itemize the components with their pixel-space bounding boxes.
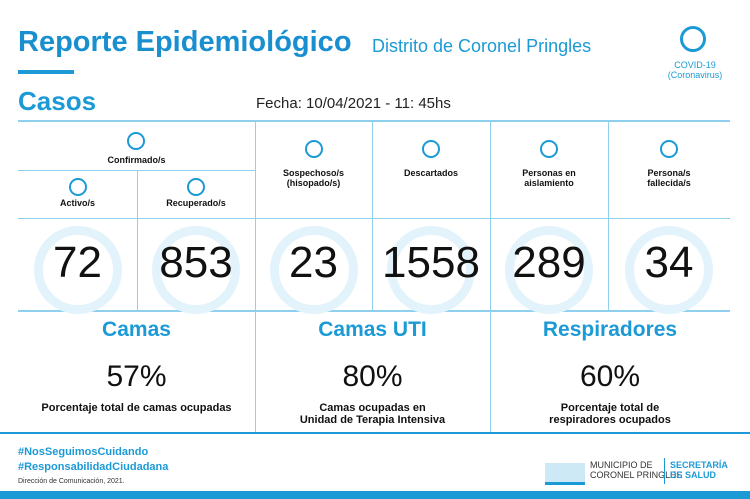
divider (0, 432, 750, 434)
grid-line (18, 120, 730, 122)
column-label: Personas en aislamiento (522, 168, 576, 188)
grid-line (490, 120, 491, 432)
case-count: 853 (159, 238, 233, 287)
grid-line (18, 218, 730, 219)
column-label: Persona/s fallecida/s (647, 168, 691, 188)
icon (187, 178, 205, 196)
panel-value: 60% (579, 360, 641, 393)
column-label: Recuperado/s (166, 198, 226, 208)
grid-line (18, 310, 730, 312)
panel-title: Respiradores (542, 318, 678, 341)
logo (545, 450, 585, 485)
hashtag: #ResponsabilidadCiudadana (18, 461, 169, 473)
title: Reporte Epidemiológico (18, 26, 352, 58)
panel-caption: Porcentaje total de respiradores ocupado… (549, 402, 671, 426)
case-count: 34 (644, 238, 694, 287)
hashtag: #NosSeguimosCuidando (18, 446, 149, 458)
grid-line (608, 120, 609, 310)
badge: COVID-19 (Coronavirus) (667, 60, 723, 80)
column-label: Activo/s (59, 198, 95, 208)
watermark (387, 226, 475, 314)
org: MUNICIPIO DE CORONEL PRINGLES (590, 460, 683, 480)
credit: Dirección de Comunicación, 2021. (18, 478, 125, 485)
watermark (269, 226, 358, 314)
icon (422, 140, 440, 158)
column-label: Descartados (403, 168, 459, 178)
panel-title: Camas (102, 318, 171, 341)
covid-icon (680, 26, 706, 52)
grid-line (255, 120, 256, 432)
cases-title: Casos (18, 86, 97, 116)
icon (68, 178, 87, 196)
case-count: 289 (512, 238, 586, 287)
column-label: Sospechoso/s (hisopado/s) (282, 168, 345, 188)
icon (660, 140, 678, 158)
icon (540, 140, 558, 158)
underline (18, 70, 74, 74)
subtitle: Distrito de Coronel Pringles (372, 36, 592, 56)
panel-title: Camas UTI (318, 318, 427, 341)
panel-value: 57% (106, 360, 167, 393)
icon (304, 140, 323, 158)
case-count: 1558 (382, 238, 480, 287)
date: Fecha: 10/04/2021 - 11: 45hs (256, 95, 451, 112)
case-count: 72 (53, 238, 102, 287)
bottom-bar (0, 491, 750, 499)
panel-value: 80% (342, 360, 403, 393)
panel-caption: Camas ocupadas en Unidad de Terapia Inte… (299, 402, 446, 426)
grid-line (18, 170, 255, 171)
watermark (625, 226, 713, 314)
separator (664, 458, 665, 484)
watermark (505, 226, 593, 314)
dept: SECRETARÍA DE SALUD (670, 460, 728, 480)
icon (127, 132, 145, 150)
panel-caption: Porcentaje total de camas ocupadas (41, 402, 232, 414)
grid-line (372, 120, 373, 310)
case-count: 23 (289, 238, 338, 287)
group-label: Confirmado/s (107, 155, 166, 165)
watermark (33, 226, 122, 314)
grid-line (137, 170, 138, 310)
watermark (152, 226, 240, 314)
